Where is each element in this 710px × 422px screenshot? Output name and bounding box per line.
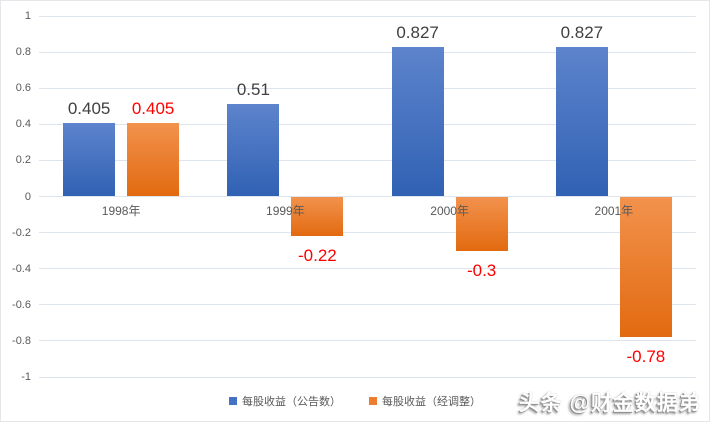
data-label: -0.22 xyxy=(298,246,337,266)
gridline xyxy=(39,51,696,53)
legend-label: 每股收益（公告数） xyxy=(242,396,341,408)
y-axis-tick-label: 0 xyxy=(24,190,31,203)
data-label: 0.827 xyxy=(560,23,604,43)
gridline xyxy=(39,268,696,270)
y-axis-tick-label: -0.4 xyxy=(12,262,31,275)
bar-每股收益（经调整）-1998年 xyxy=(127,123,180,197)
bar-每股收益（公告数）-2000年 xyxy=(391,47,444,197)
data-label: 0.827 xyxy=(396,23,439,43)
x-axis-category-label: 2001年 xyxy=(594,203,634,218)
data-label: 0.405 xyxy=(131,99,175,119)
data-label: 0.51 xyxy=(236,80,270,100)
legend: 每股收益（公告数） 每股收益（经调整） xyxy=(1,393,709,409)
bar-每股收益（公告数）-2001年 xyxy=(555,47,608,197)
watermark: 头条 @财金数据弟 xyxy=(518,392,701,415)
bar-每股收益（公告数）-1999年 xyxy=(227,104,280,197)
data-label: -0.78 xyxy=(626,347,666,367)
data-label: -0.3 xyxy=(466,260,497,280)
x-axis-category-label: 2000年 xyxy=(430,203,469,218)
gridline xyxy=(39,376,696,378)
gridline xyxy=(39,15,696,17)
gridline xyxy=(39,159,696,161)
y-axis-tick-label: 0.2 xyxy=(15,154,31,167)
gridline xyxy=(39,304,696,306)
y-axis-tick-label: 1 xyxy=(24,10,31,22)
bar-每股收益（经调整）-2000年 xyxy=(455,196,508,251)
gridline xyxy=(39,123,696,125)
gridline xyxy=(39,196,696,197)
y-axis-tick-label: -1 xyxy=(21,371,31,383)
legend-item[interactable]: 每股收益（公告数） xyxy=(229,393,341,409)
gridline xyxy=(39,87,696,89)
y-axis-tick-label: 0.8 xyxy=(15,46,31,59)
x-axis-category-label: 1998年 xyxy=(101,203,141,218)
bar-每股收益（经调整）-1999年 xyxy=(291,196,344,237)
x-axis-category-label: 1999年 xyxy=(266,203,305,218)
legend-item[interactable]: 每股收益（经调整） xyxy=(369,393,481,409)
y-axis-tick-label: -0.8 xyxy=(12,334,31,347)
y-axis-tick-label: 0.4 xyxy=(15,118,31,131)
bar-每股收益（公告数）-1998年 xyxy=(63,123,116,197)
gridline xyxy=(39,232,696,234)
bar-每股收益（经调整）-2001年 xyxy=(619,196,672,338)
gridline xyxy=(39,340,696,342)
legend-swatch-icon xyxy=(369,397,377,405)
y-axis-tick-label: -0.2 xyxy=(12,226,31,239)
y-axis-tick-label: -0.6 xyxy=(12,298,31,311)
y-axis-tick-label: 0.6 xyxy=(15,82,31,95)
legend-label: 每股收益（经调整） xyxy=(382,396,481,408)
data-label: 0.405 xyxy=(67,99,111,119)
legend-swatch-icon xyxy=(229,397,237,405)
